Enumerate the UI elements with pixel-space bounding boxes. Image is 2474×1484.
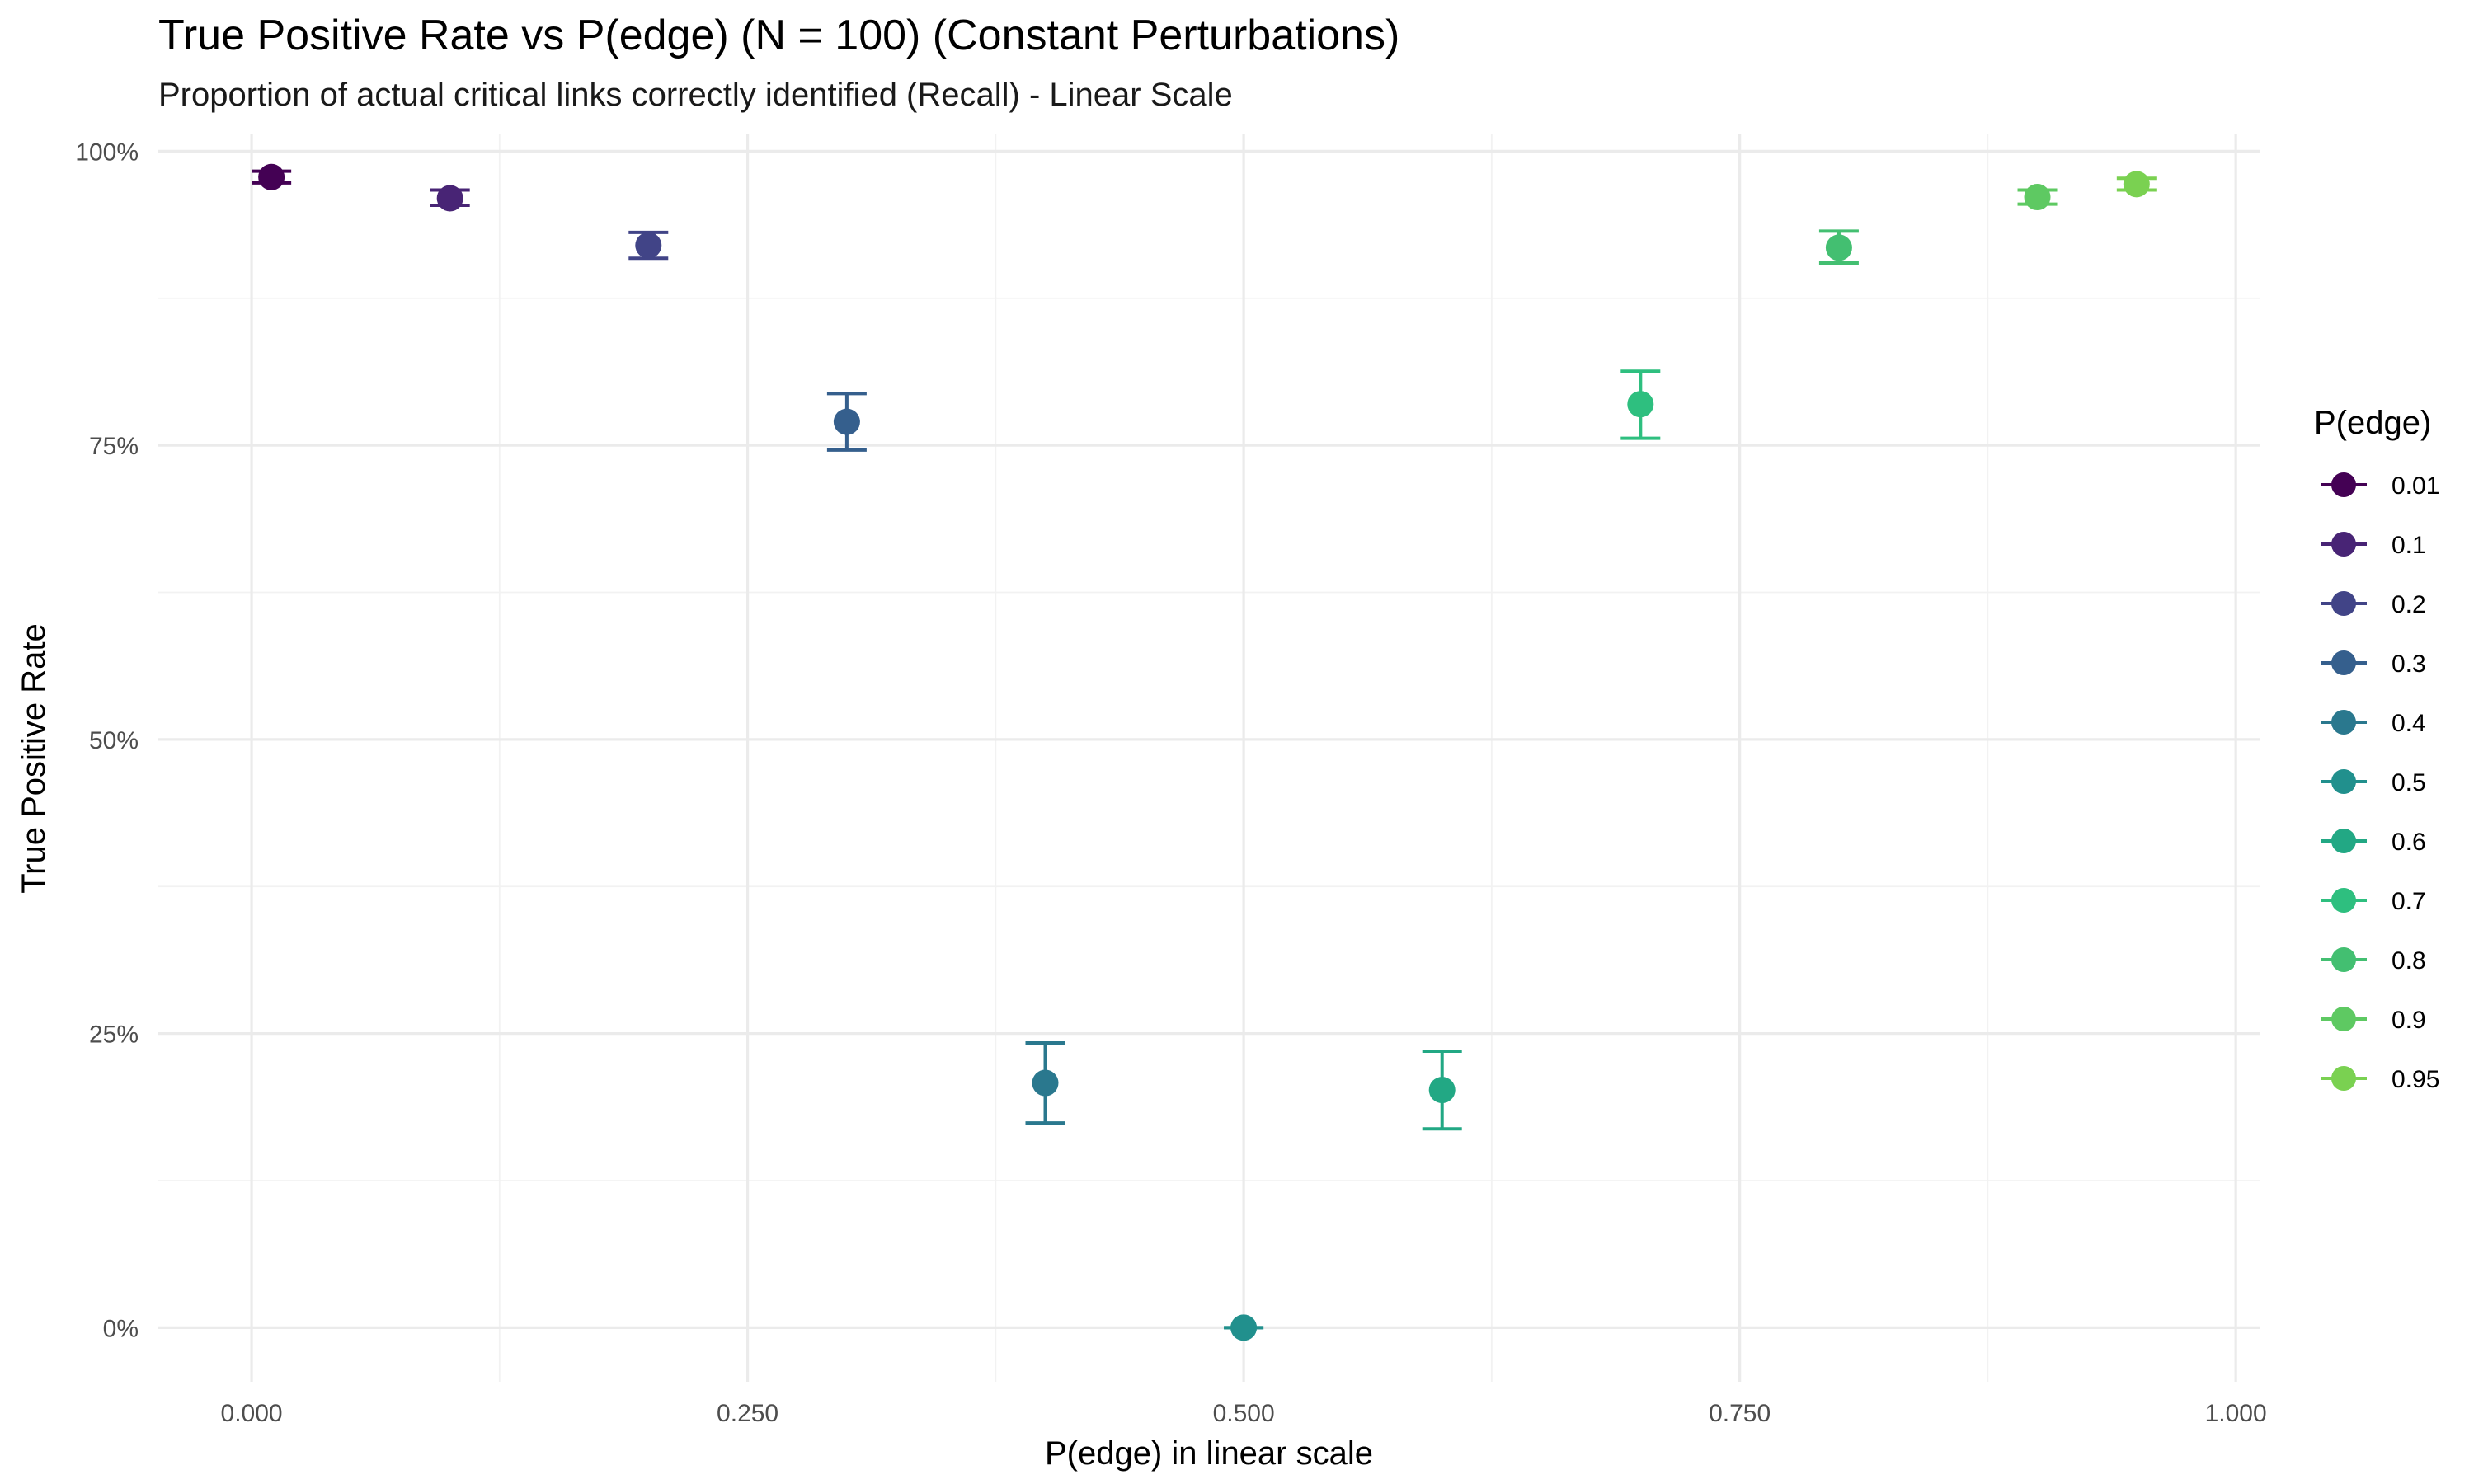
legend-item-0.7: 0.7 — [2321, 888, 2426, 915]
legend-item-0.6: 0.6 — [2321, 829, 2426, 856]
y-tick-label: 75% — [89, 433, 139, 460]
legend-label: 0.7 — [2392, 888, 2426, 915]
x-axis-ticks: 0.000 0.250 0.500 0.750 1.000 — [221, 1400, 2267, 1427]
legend-label: 0.8 — [2392, 947, 2426, 974]
legend-label: 0.1 — [2392, 532, 2426, 559]
legend-item-0.4: 0.4 — [2321, 710, 2426, 737]
legend-label: 0.95 — [2392, 1066, 2439, 1093]
data-point — [1230, 1314, 1258, 1341]
x-tick-label: 0.000 — [221, 1400, 283, 1427]
data-point — [1627, 391, 1654, 418]
legend-item-0.9: 0.9 — [2321, 1007, 2426, 1034]
data-point — [1032, 1069, 1059, 1097]
data-point — [1825, 234, 1852, 261]
data-point — [2024, 184, 2051, 211]
legend-item-0.95: 0.95 — [2321, 1066, 2439, 1093]
legend-item-0.01: 0.01 — [2321, 472, 2439, 500]
legend-item-0.5: 0.5 — [2321, 769, 2426, 796]
legend-key-point — [2331, 1066, 2356, 1091]
y-tick-label: 25% — [89, 1021, 139, 1049]
data-point — [833, 408, 860, 435]
legend-item-0.3: 0.3 — [2321, 650, 2426, 678]
x-tick-label: 1.000 — [2205, 1400, 2267, 1427]
legend-key-point — [2331, 947, 2356, 972]
y-tick-label: 0% — [103, 1315, 139, 1342]
data-point — [1428, 1077, 1456, 1104]
data-point — [258, 163, 285, 190]
series-0.3 — [826, 392, 867, 452]
series-0.6 — [1422, 1050, 1462, 1131]
legend-key-point — [2331, 769, 2356, 794]
legend-key-point — [2331, 888, 2356, 913]
legend-label: 0.2 — [2392, 591, 2426, 618]
series-0.1 — [430, 185, 470, 212]
series-0.7 — [1620, 369, 1661, 440]
legend-title: P(edge) — [2314, 405, 2431, 441]
y-axis-ticks: 0% 25% 50% 75% 100% — [75, 139, 139, 1342]
legend-key-point — [2331, 591, 2356, 616]
data-marks — [252, 163, 2157, 1341]
chart-subtitle: Proportion of actual critical links corr… — [158, 77, 1233, 113]
series-0.01 — [252, 163, 292, 190]
legend-key-point — [2331, 829, 2356, 853]
y-tick-label: 50% — [89, 727, 139, 754]
chart-title: True Positive Rate vs P(edge) (N = 100) … — [158, 12, 1399, 59]
series-0.9 — [2017, 184, 2058, 211]
x-tick-label: 0.250 — [717, 1400, 778, 1427]
legend-label: 0.5 — [2392, 769, 2426, 796]
legend-label: 0.6 — [2392, 829, 2426, 856]
legend-items: 0.01 0.1 0.2 0.3 0.4 0.5 0.6 0.7 0.8 0.9 0.95 — [2321, 472, 2439, 1093]
data-point — [2123, 171, 2150, 198]
series-0.5 — [1224, 1314, 1264, 1341]
y-tick-label: 100% — [75, 139, 139, 166]
legend: P(edge) 0.010.10.20.30.40.50.60.70.80.90… — [2314, 405, 2439, 1093]
legend-item-0.1: 0.1 — [2321, 532, 2426, 559]
series-0.8 — [1818, 229, 1859, 265]
legend-key-point — [2331, 650, 2356, 675]
legend-item-0.2: 0.2 — [2321, 591, 2426, 618]
plot-grid — [158, 134, 2260, 1382]
legend-key-point — [2331, 532, 2356, 556]
legend-label: 0.4 — [2392, 710, 2426, 737]
series-0.4 — [1025, 1041, 1065, 1125]
legend-key-point — [2331, 1007, 2356, 1031]
y-axis-title: True Positive Rate — [16, 623, 52, 894]
legend-key-point — [2331, 472, 2356, 497]
x-axis-title: P(edge) in linear scale — [1045, 1435, 1373, 1472]
legend-label: 0.9 — [2392, 1007, 2426, 1034]
x-tick-label: 0.500 — [1213, 1400, 1275, 1427]
legend-item-0.8: 0.8 — [2321, 947, 2426, 974]
legend-label: 0.01 — [2392, 472, 2439, 500]
legend-label: 0.3 — [2392, 650, 2426, 678]
legend-key-point — [2331, 710, 2356, 735]
data-point — [436, 185, 463, 212]
series-0.2 — [628, 230, 669, 261]
data-point — [635, 232, 662, 259]
x-tick-label: 0.750 — [1709, 1400, 1771, 1427]
series-0.95 — [2116, 171, 2157, 198]
